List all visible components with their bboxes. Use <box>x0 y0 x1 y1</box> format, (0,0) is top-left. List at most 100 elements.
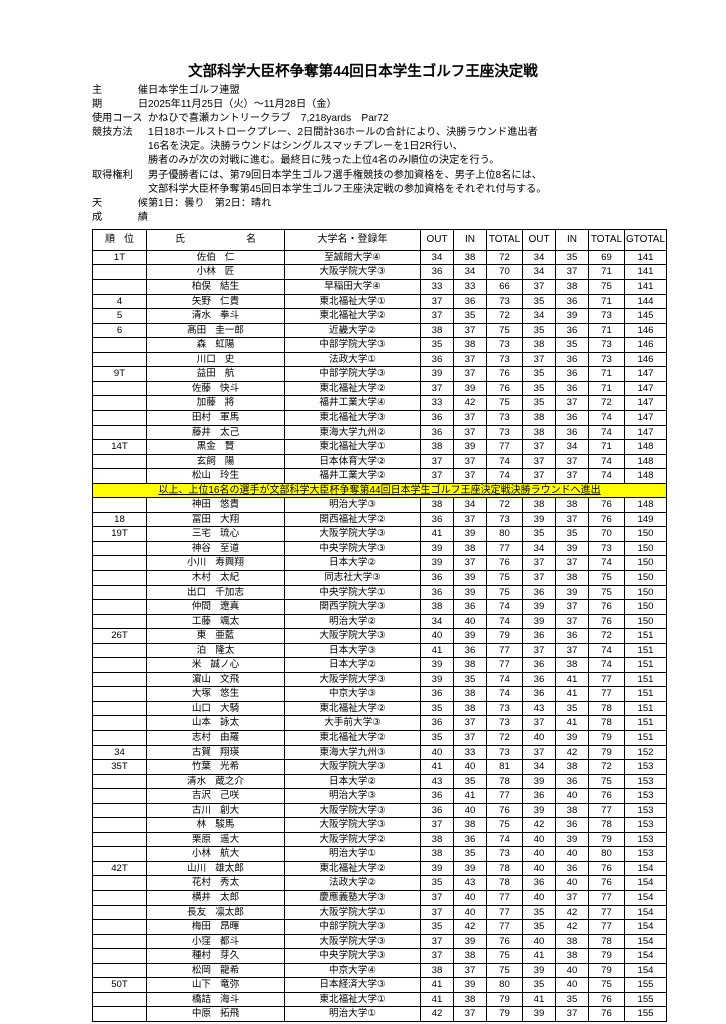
cell-day2-out: 34 <box>522 540 556 557</box>
cell-player-name: 田村 軍馬 <box>146 409 285 426</box>
table-row: 花村 秀太 法政大学② 35 43 78 36 40 76 154 <box>92 875 667 891</box>
player-surname: 大塚 <box>191 688 211 700</box>
cell-player-name: 山本 詠太 <box>146 715 285 731</box>
cell-player-name: 小林匠 <box>146 264 285 281</box>
cell-day1-in: 36 <box>453 599 487 615</box>
page-title: 文部科学大臣杯争奪第44回日本学生ゴルフ王座決定戦 <box>188 64 538 80</box>
header-row: 順 位 氏 名 大学名・登録年 OUT IN TOTAL OUT IN TOTA… <box>92 228 667 251</box>
cell-university: 大阪学院大学③ <box>284 802 421 819</box>
table-row: 藤井 太己 東海大学九州② 36 37 73 38 36 74 147 <box>92 424 667 441</box>
cell-player-name: 吉沢 己咲 <box>146 788 285 804</box>
cell-player-name: 加藤將 <box>146 395 285 411</box>
table-row: 森虹陽 中部学院大学③ 35 38 73 38 35 73 146 <box>92 337 667 353</box>
cell-grand-total: 151 <box>624 686 667 702</box>
cell-day1-total: 72 <box>486 308 523 324</box>
cell-day2-in: 34 <box>555 439 589 455</box>
player-given-name: 雄太郎 <box>215 862 244 874</box>
cell-university: 法政大学② <box>284 875 421 891</box>
cell-day2-out: 39 <box>522 802 556 819</box>
player-given-name: 誠ノ心 <box>210 659 240 671</box>
player-surname: 中原 <box>191 1008 211 1020</box>
cell-day1-in: 35 <box>453 671 487 688</box>
cell-day2-out: 40 <box>522 729 556 746</box>
table-row: 長友 凛太郎 大阪学院大学① 37 40 77 35 42 77 154 <box>92 904 667 921</box>
column-header-day2-out: OUT <box>522 228 556 251</box>
cell-university: 関西福祉大学② <box>284 511 421 528</box>
cell-grand-total: 148 <box>624 497 667 513</box>
cell-grand-total: 147 <box>624 424 667 441</box>
cell-day2-total: 71 <box>588 380 625 397</box>
player-given-name: 蔵之介 <box>215 775 244 787</box>
cell-day2-out: 40 <box>522 831 556 848</box>
cell-day2-in: 40 <box>555 846 589 862</box>
cell-university: 中央学院大学③ <box>284 948 421 964</box>
cell-grand-total: 154 <box>624 890 667 906</box>
info-value-line: 男子優勝者には、第79回日本学生ゴルフ選手権競技の参加資格を、男子上位8名には、 <box>148 169 542 181</box>
cell-day1-in: 36 <box>453 831 487 848</box>
table-row: 神谷 至道 中央学院大学③ 39 38 77 34 39 73 150 <box>92 540 667 557</box>
cell-day1-out: 41 <box>420 991 454 1008</box>
cell-player-name: 柏俣 結生 <box>146 279 285 295</box>
cell-day1-in: 38 <box>453 686 487 702</box>
cell-rank: 19T <box>92 526 147 542</box>
table-row: 小川 寿興翔 日本大学② 39 37 76 37 37 74 150 <box>92 555 667 571</box>
player-surname: 山口 <box>191 702 211 714</box>
cell-day2-out: 37 <box>522 642 556 659</box>
info-label: 競技方法 <box>92 126 148 140</box>
cell-rank <box>92 991 147 1008</box>
cell-day1-total: 73 <box>486 511 523 528</box>
cell-player-name: 竹葉 光希 <box>146 759 285 775</box>
cell-day2-in: 36 <box>555 628 589 644</box>
cell-day2-out: 37 <box>522 744 556 761</box>
info-label-char: 期 <box>92 99 103 111</box>
cell-grand-total: 153 <box>624 817 667 833</box>
cell-day2-total: 76 <box>588 599 625 615</box>
cell-day2-out: 35 <box>522 322 556 339</box>
cell-day1-total: 80 <box>486 977 523 993</box>
cell-day1-out: 37 <box>420 380 454 397</box>
cell-day2-total: 74 <box>588 424 625 441</box>
cell-day2-out: 37 <box>522 279 556 295</box>
cell-day1-out: 38 <box>420 599 454 615</box>
table-row: 柏俣 結生 早稲田大学④ 33 33 66 37 38 75 141 <box>92 279 667 295</box>
cell-day2-total: 73 <box>588 351 625 368</box>
cell-day1-out: 39 <box>420 555 454 571</box>
player-given-name: 陽 <box>224 455 235 467</box>
table-row: 大塚 悠生 中京大学③ 36 38 74 36 41 77 151 <box>92 686 667 702</box>
cell-rank <box>92 613 147 630</box>
cell-university: 東北福祉大学② <box>284 308 421 324</box>
cell-day2-total: 80 <box>588 846 625 862</box>
info-value: 日本学生ゴルフ連盟 <box>148 84 640 98</box>
cell-day2-in: 41 <box>555 715 589 731</box>
info-row: 使用コース かねひで喜瀬カントリークラブ 7,218yards Par72 <box>92 112 640 126</box>
player-surname: 益田 <box>196 368 216 380</box>
cell-rank <box>92 773 147 790</box>
cell-day2-out: 38 <box>522 424 556 441</box>
cell-grand-total: 154 <box>624 919 667 935</box>
column-header-name: 氏 名 <box>146 228 285 251</box>
cell-grand-total: 144 <box>624 293 667 310</box>
cell-player-name: 出口 千加志 <box>146 584 285 601</box>
cell-rank <box>92 395 147 411</box>
cell-day1-in: 37 <box>453 366 487 382</box>
cell-day1-in: 37 <box>453 962 487 979</box>
cell-day2-out: 40 <box>522 846 556 862</box>
cell-day2-total: 76 <box>588 860 625 877</box>
player-given-name: 千加志 <box>215 586 244 598</box>
cell-player-name: 藤井 太己 <box>146 424 285 441</box>
player-surname: 清水 <box>187 775 207 787</box>
player-surname: 黒金 <box>196 441 216 453</box>
cell-university: 明治大学① <box>284 1006 421 1022</box>
cell-grand-total: 150 <box>624 613 667 630</box>
cell-day1-total: 77 <box>486 439 523 455</box>
cell-day2-out: 36 <box>522 788 556 804</box>
cell-player-name: 林駿馬 <box>146 817 285 833</box>
cell-day1-total: 76 <box>486 933 523 950</box>
cell-day1-in: 38 <box>453 657 487 673</box>
cell-day2-in: 38 <box>555 948 589 964</box>
cell-day1-in: 42 <box>453 919 487 935</box>
cell-player-name: 益田航 <box>146 366 285 382</box>
cell-day2-in: 39 <box>555 584 589 601</box>
cell-day2-total: 73 <box>588 308 625 324</box>
cell-day1-in: 36 <box>453 293 487 310</box>
